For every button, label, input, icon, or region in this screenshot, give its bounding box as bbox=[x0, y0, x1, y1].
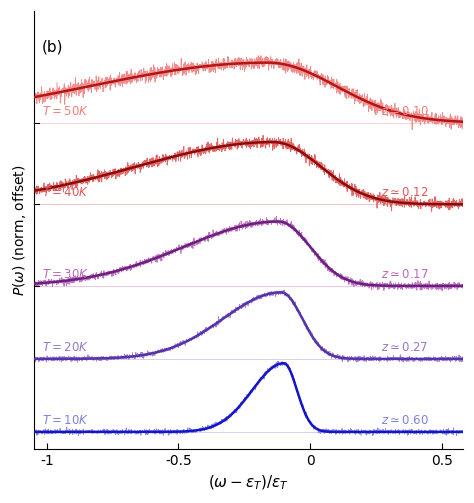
Text: $T = 20$K: $T = 20$K bbox=[42, 341, 89, 354]
Text: $T = 30$K: $T = 30$K bbox=[42, 268, 89, 281]
Y-axis label: $P(\omega)$ (norm, offset): $P(\omega)$ (norm, offset) bbox=[11, 164, 28, 296]
X-axis label: $(\omega - \varepsilon_T)/\varepsilon_T$: $(\omega - \varepsilon_T)/\varepsilon_T$ bbox=[208, 473, 289, 492]
Text: $z \simeq 0.17$: $z \simeq 0.17$ bbox=[381, 268, 428, 281]
Text: $z \simeq 0.27$: $z \simeq 0.27$ bbox=[382, 341, 428, 354]
Text: $T = 10$K: $T = 10$K bbox=[42, 414, 89, 427]
Text: $z \simeq 0.10$: $z \simeq 0.10$ bbox=[381, 105, 428, 118]
Text: $T = 50$K: $T = 50$K bbox=[42, 105, 89, 118]
Text: $T = 40$K: $T = 40$K bbox=[42, 186, 89, 199]
Text: $z \simeq 0.12$: $z \simeq 0.12$ bbox=[381, 186, 428, 199]
Text: (b): (b) bbox=[42, 39, 63, 54]
Text: $z \simeq 0.60$: $z \simeq 0.60$ bbox=[381, 414, 428, 427]
